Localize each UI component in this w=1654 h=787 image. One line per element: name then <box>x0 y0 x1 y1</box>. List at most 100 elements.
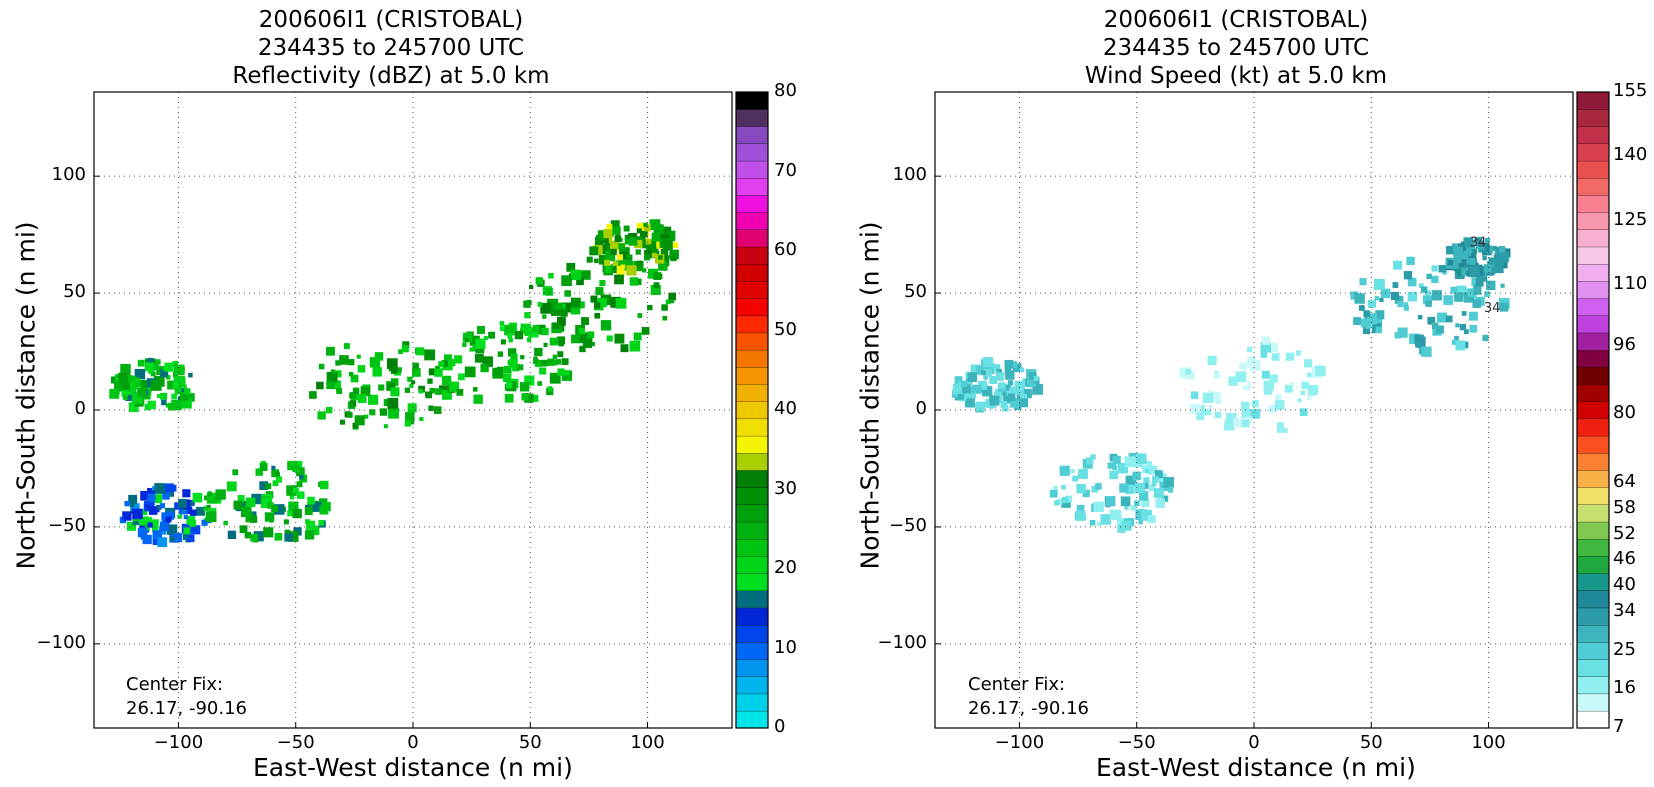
right-echo-cell <box>1190 391 1199 399</box>
right-echo-cell <box>1438 264 1446 273</box>
left-echo-cell <box>339 419 346 425</box>
right-echo-cell <box>1473 286 1482 295</box>
right-echo-cell <box>1483 264 1492 273</box>
right-echo-cell <box>1134 500 1140 507</box>
left-echo-cell <box>597 298 607 308</box>
left-echo-cell <box>499 321 505 326</box>
right-echo-cell <box>1455 340 1466 351</box>
right-echo-cell <box>952 383 964 395</box>
left-echo-cell <box>473 394 483 404</box>
left-echo-cell <box>669 298 675 304</box>
left-echo-cell <box>587 331 595 339</box>
left-echo-cell <box>346 412 353 418</box>
right-colorbar-bin <box>1576 280 1610 299</box>
left-xtick-label: 100 <box>630 732 665 753</box>
left-center-fix-label: Center Fix: <box>126 674 224 695</box>
right-echo-cell <box>1225 412 1237 424</box>
left-echo-cell <box>203 506 209 511</box>
left-echo-cell <box>145 526 150 531</box>
left-echo-cell <box>570 269 582 281</box>
right-echo-cell <box>1427 316 1436 325</box>
left-title-line-2: 234435 to 245700 UTC <box>257 35 525 61</box>
left-echo-cell <box>532 325 540 333</box>
left-echo-cell <box>651 252 657 258</box>
left-echo-cell <box>350 391 357 398</box>
right-echo-cell <box>1239 362 1247 371</box>
left-echo-cell <box>124 501 130 507</box>
left-echo-cell <box>132 518 139 526</box>
right-echo-cell <box>1409 333 1420 344</box>
right-colorbar-tick-label: 96 <box>1613 333 1636 355</box>
right-colorbar-bin <box>1576 332 1610 351</box>
right-echo-cell <box>1451 339 1457 345</box>
right-echo-cell <box>995 372 1004 381</box>
left-echo-cell <box>541 359 548 367</box>
left-echo-cell <box>339 355 349 365</box>
left-echo-cell <box>557 336 566 345</box>
right-colorbar-bin <box>1576 246 1610 265</box>
right-echo-cell <box>982 357 994 368</box>
left-echo-cell <box>641 268 647 273</box>
right-echo-cell <box>1227 348 1234 355</box>
right-echo-cell <box>1148 465 1158 475</box>
left-echo-cell <box>129 381 138 390</box>
left-echo-cell <box>398 349 403 355</box>
left-colorbar-bin <box>735 229 769 248</box>
right-echo-cell <box>1120 496 1131 507</box>
right-ytick-label: −50 <box>889 514 927 536</box>
left-echo-cell <box>636 228 642 234</box>
right-ytick-label: −100 <box>877 631 927 653</box>
left-ytick-label: 100 <box>51 164 86 186</box>
left-echo-cell <box>129 502 135 508</box>
left-echo-cell <box>307 496 315 505</box>
left-echo-cell <box>161 399 167 406</box>
left-echo-cell <box>287 531 299 542</box>
right-colorbar-bin <box>1576 435 1610 454</box>
left-echo-cell <box>524 375 535 386</box>
left-echo-cell <box>284 529 291 536</box>
left-echo-cell <box>670 254 677 262</box>
left-echo-cell <box>387 397 399 409</box>
left-echo-cell <box>174 502 182 510</box>
right-echo-cell <box>1315 365 1326 377</box>
left-echo-cell <box>462 342 467 347</box>
left-echo-cell <box>350 374 359 383</box>
right-echo-cell <box>996 368 1003 375</box>
left-echo-cell <box>612 226 621 235</box>
left-echo-cell <box>520 323 531 334</box>
left-echo-cell <box>249 515 258 523</box>
left-echo-cell <box>289 495 295 500</box>
right-echo-cell <box>1269 342 1279 352</box>
right-echo-cell <box>965 390 974 399</box>
left-echo-cell <box>476 325 485 334</box>
left-echo-cell <box>600 320 612 331</box>
left-echo-cell <box>378 384 385 391</box>
right-echo-cell <box>1469 324 1478 333</box>
left-echo-cell <box>372 367 382 377</box>
right-echo-cell <box>1142 483 1149 489</box>
left-echo-cell <box>594 258 599 263</box>
left-colorbar-bin <box>735 401 769 420</box>
left-echo-cell <box>634 239 643 249</box>
left-echo-cell <box>179 506 188 515</box>
left-colorbar-bin <box>735 160 769 179</box>
left-echo-cell <box>429 387 436 394</box>
left-echo-cell <box>612 261 619 268</box>
left-echo-cell <box>152 530 162 540</box>
right-echo-cell <box>1308 384 1319 395</box>
right-echo-cell <box>1457 270 1463 276</box>
left-echo-cell <box>652 247 659 254</box>
right-echo-cell <box>1233 418 1243 428</box>
left-colorbar-bin <box>735 332 769 351</box>
right-echo-cell <box>1375 310 1385 320</box>
left-echo-cell <box>169 491 175 497</box>
left-colorbar-bin <box>735 109 769 127</box>
right-echo-cell <box>1498 245 1506 253</box>
right-echo-cell <box>1458 243 1465 250</box>
left-echo-cell <box>610 296 622 308</box>
left-echo-cell <box>660 248 669 257</box>
left-echo-cell <box>439 385 448 395</box>
left-echo-cell <box>135 381 142 388</box>
left-echo-cell <box>651 232 661 242</box>
left-echo-cell <box>189 519 197 527</box>
